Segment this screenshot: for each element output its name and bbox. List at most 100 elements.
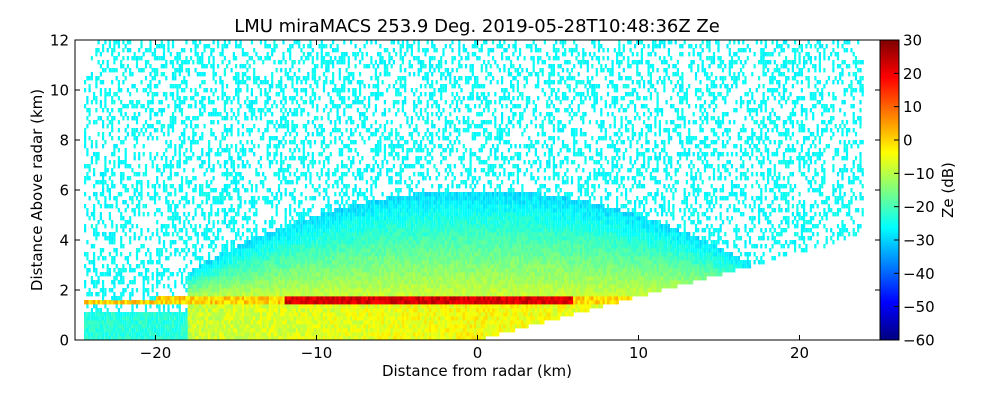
reflectivity-cell (295, 260, 299, 265)
reflectivity-cell (212, 336, 216, 340)
reflectivity-cell (93, 168, 96, 173)
reflectivity-cell (176, 96, 179, 101)
reflectivity-cell (135, 184, 139, 189)
reflectivity-cell (347, 296, 351, 301)
reflectivity-cell (246, 256, 250, 261)
reflectivity-cell (171, 64, 175, 69)
reflectivity-cell (325, 224, 328, 229)
reflectivity-cell (255, 252, 259, 257)
reflectivity-cell (111, 316, 114, 321)
reflectivity-cell (113, 292, 116, 297)
reflectivity-cell (113, 236, 116, 241)
reflectivity-cell (318, 300, 322, 305)
reflectivity-cell (271, 272, 274, 277)
reflectivity-cell (95, 268, 98, 273)
reflectivity-cell (352, 52, 355, 57)
reflectivity-cell (293, 124, 296, 129)
reflectivity-cell (341, 276, 344, 281)
reflectivity-cell (273, 272, 277, 277)
reflectivity-cell (208, 160, 211, 165)
reflectivity-cell (140, 44, 143, 49)
reflectivity-cell (336, 276, 340, 281)
reflectivity-cell (151, 164, 154, 169)
reflectivity-cell (271, 304, 274, 309)
reflectivity-cell (237, 132, 240, 137)
reflectivity-cell (322, 108, 326, 113)
reflectivity-cell (350, 80, 353, 85)
reflectivity-cell (300, 80, 303, 85)
reflectivity-cell (336, 304, 340, 309)
reflectivity-cell (217, 292, 220, 297)
reflectivity-cell (320, 328, 324, 333)
reflectivity-cell (271, 136, 274, 141)
reflectivity-cell (289, 300, 292, 305)
reflectivity-cell (332, 284, 335, 289)
reflectivity-cell (273, 136, 276, 141)
reflectivity-cell (253, 252, 256, 257)
reflectivity-cell (210, 204, 213, 209)
reflectivity-cell (86, 96, 89, 101)
reflectivity-cell (239, 204, 242, 209)
reflectivity-cell (336, 92, 339, 97)
reflectivity-cell (183, 168, 186, 173)
reflectivity-cell (194, 232, 197, 237)
reflectivity-cell (293, 328, 297, 333)
reflectivity-cell (208, 212, 211, 217)
reflectivity-cell (214, 196, 217, 201)
reflectivity-cell (97, 292, 100, 297)
reflectivity-cell (138, 192, 141, 197)
reflectivity-cell (316, 272, 320, 277)
reflectivity-cell (106, 64, 109, 69)
reflectivity-cell (365, 212, 368, 217)
reflectivity-cell (253, 300, 256, 305)
reflectivity-cell (235, 64, 238, 69)
reflectivity-cell (201, 268, 204, 273)
reflectivity-cell (280, 160, 283, 165)
reflectivity-cell (322, 272, 326, 277)
reflectivity-cell (133, 132, 136, 137)
reflectivity-cell (347, 316, 351, 321)
reflectivity-cell (338, 232, 342, 237)
reflectivity-cell (268, 152, 271, 157)
reflectivity-cell (350, 208, 353, 213)
reflectivity-cell (257, 308, 261, 313)
reflectivity-cell (95, 312, 99, 317)
reflectivity-cell (210, 120, 213, 125)
reflectivity-cell (313, 284, 317, 289)
reflectivity-cell (180, 272, 184, 277)
reflectivity-cell (93, 260, 96, 265)
reflectivity-cell (111, 184, 114, 189)
reflectivity-cell (102, 300, 105, 305)
reflectivity-cell (108, 240, 111, 245)
reflectivity-cell (266, 236, 269, 241)
reflectivity-cell (289, 44, 292, 49)
reflectivity-cell (289, 204, 292, 209)
reflectivity-cell (95, 152, 98, 157)
reflectivity-cell (309, 44, 312, 49)
reflectivity-cell (313, 268, 317, 273)
reflectivity-cell (185, 80, 188, 85)
reflectivity-cell (271, 296, 274, 301)
reflectivity-cell (289, 336, 292, 340)
reflectivity-cell (187, 296, 191, 301)
reflectivity-cell (327, 244, 331, 249)
reflectivity-cell (205, 264, 208, 269)
reflectivity-cell (329, 100, 332, 105)
reflectivity-cell (365, 300, 369, 305)
reflectivity-cell (147, 316, 150, 321)
reflectivity-cell (228, 220, 231, 225)
reflectivity-cell (300, 320, 304, 325)
reflectivity-cell (180, 64, 184, 69)
reflectivity-cell (316, 248, 320, 253)
reflectivity-cell (320, 40, 323, 45)
reflectivity-cell (266, 232, 269, 237)
reflectivity-cell (356, 324, 360, 329)
reflectivity-cell (203, 324, 207, 329)
reflectivity-cell (97, 280, 100, 285)
reflectivity-cell (293, 252, 297, 257)
reflectivity-cell (325, 180, 328, 185)
reflectivity-cell (235, 116, 238, 121)
reflectivity-cell (304, 296, 308, 301)
reflectivity-cell (196, 280, 200, 285)
reflectivity-cell (307, 264, 311, 269)
